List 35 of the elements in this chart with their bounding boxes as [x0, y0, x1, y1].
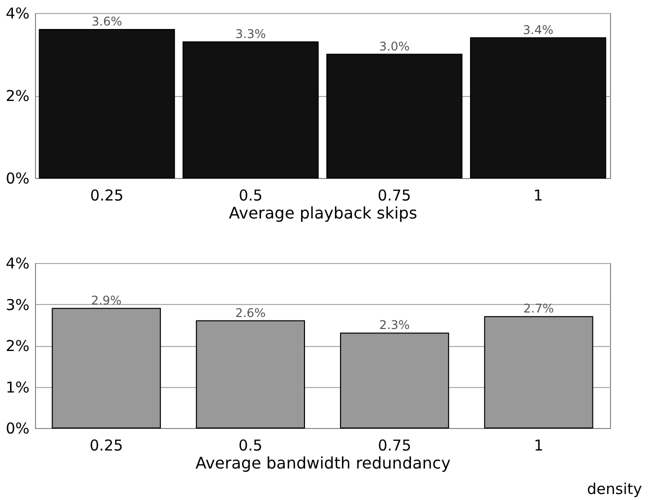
y-tick-label: 0%	[6, 420, 30, 438]
text: 2.9%	[91, 293, 122, 308]
bar	[52, 308, 161, 428]
bar	[326, 54, 462, 178]
y-tick-label: 1%	[6, 378, 30, 396]
x-axis-title: Average bandwidth redundancy	[195, 454, 451, 472]
bar	[484, 316, 594, 428]
text: 3.0%	[379, 39, 410, 54]
text: 2.3%	[379, 318, 410, 332]
x-tick-label: 1	[533, 186, 543, 204]
y-tick-label: 2%	[6, 87, 30, 105]
y-tick-label: 2%	[6, 337, 30, 355]
y-tick-label: 3%	[6, 296, 30, 314]
x-tick-label: 1	[534, 436, 544, 454]
y-tick-label: 4%	[6, 254, 30, 272]
x-tick-label: 0.75	[378, 186, 412, 204]
x-tick-label: 0.25	[90, 436, 124, 454]
bar	[182, 41, 319, 178]
y-tick-label: 0%	[6, 170, 30, 188]
text: 3.6%	[92, 14, 122, 28]
text: density	[587, 480, 642, 498]
bar	[38, 29, 175, 178]
y-tick-label: 4%	[6, 4, 30, 22]
x-tick-label: 0.5	[238, 186, 263, 204]
text: 3.4%	[522, 22, 554, 37]
text: 3.3%	[235, 26, 266, 41]
bar	[340, 332, 450, 428]
text: 2.7%	[523, 302, 554, 316]
bar	[470, 37, 606, 178]
x-tick-label: 0.25	[90, 186, 124, 204]
x-tick-label: 0.75	[378, 436, 412, 454]
x-axis-title: Average playback skips	[228, 204, 418, 222]
x-tick-label: 0.5	[238, 436, 262, 454]
text: 2.6%	[235, 306, 266, 320]
bar	[196, 320, 305, 428]
